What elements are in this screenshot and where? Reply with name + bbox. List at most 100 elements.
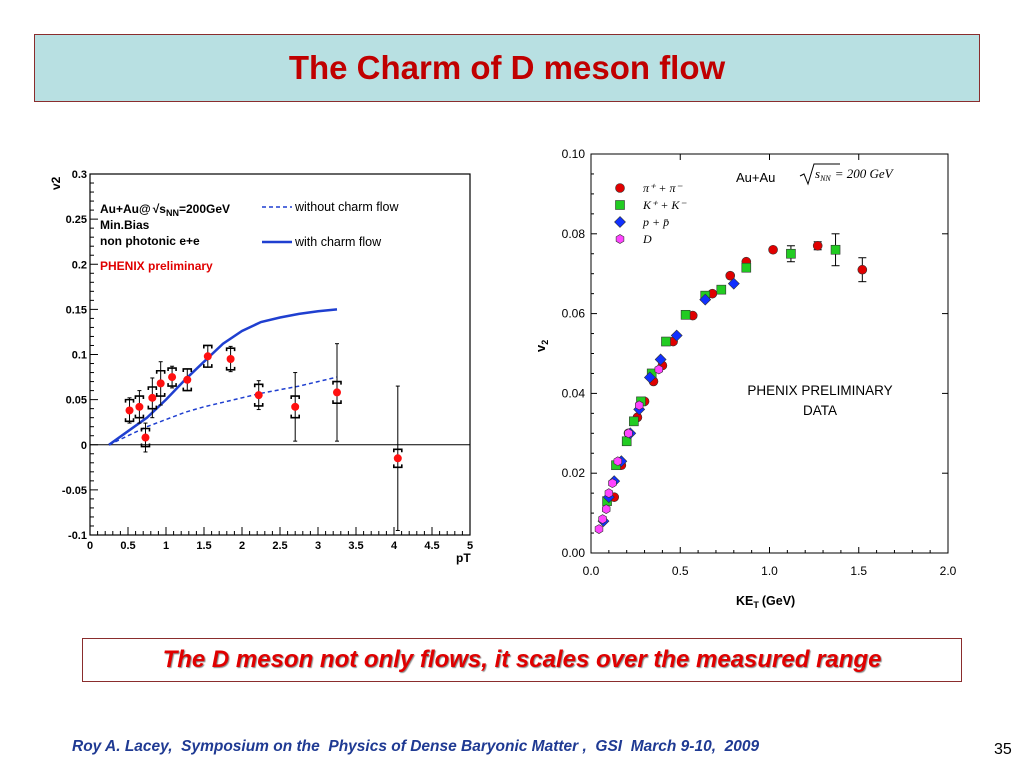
sys-error-bracket xyxy=(332,380,342,405)
left-chart: 0 0.5 1 1.5 2 2.5 3 3.5 4 4.5 5 -0.1 -0.05 0 0.05 0.1 0.… xyxy=(49,169,473,565)
right-data-point xyxy=(635,400,644,411)
marker-square xyxy=(629,416,639,427)
right-annotation-energy-val: = 200 GeV xyxy=(835,166,895,181)
data-marker xyxy=(393,454,402,463)
sys-error-bracket xyxy=(290,395,300,419)
marker-diamond xyxy=(670,329,683,342)
title-box: The Charm of D meson flow xyxy=(34,34,980,102)
marker-hexagon xyxy=(594,524,604,534)
left-ytick-label: 0.2 xyxy=(72,259,87,271)
marker-circle xyxy=(725,270,736,281)
left-xtick-label: 3 xyxy=(315,540,321,552)
right-data-point xyxy=(654,353,667,366)
legend-label: D xyxy=(642,232,652,246)
left-xtick-label: 4.5 xyxy=(424,540,439,552)
sys-error-bracket xyxy=(167,367,177,387)
left-data-point xyxy=(167,365,177,389)
marker-hexagon xyxy=(654,364,663,375)
right-ytick-label: 0.02 xyxy=(562,466,586,480)
right-xlabel-sub: T xyxy=(753,600,759,610)
marker-square xyxy=(680,309,691,320)
right-data-point xyxy=(725,270,736,281)
left-data-point xyxy=(332,343,342,442)
left-annotation-electrons-a: non photonic e xyxy=(100,234,186,248)
marker-hexagon xyxy=(604,488,613,498)
right-ytick-label: 0.08 xyxy=(562,227,586,241)
data-marker xyxy=(333,388,341,397)
right-data-point xyxy=(727,277,740,290)
right-annotation-prelim-1: PHENIX PRELIMINARY xyxy=(747,383,892,398)
right-data-point xyxy=(608,478,617,489)
right-annotation-energy-sub: NN xyxy=(819,174,831,183)
series-diamond xyxy=(597,277,740,528)
right-data-point xyxy=(661,336,671,347)
right-data-point xyxy=(786,245,796,263)
left-data-point xyxy=(225,345,236,373)
right-data-point xyxy=(598,514,607,524)
data-marker xyxy=(148,393,157,402)
marker-hexagon xyxy=(613,456,622,467)
left-data-point xyxy=(182,368,193,392)
left-xtick-label: 2.5 xyxy=(272,540,287,552)
right-annotation-energy-s: s xyxy=(815,166,820,181)
footer-citation: Roy A. Lacey, Symposium on the Physics o… xyxy=(72,738,760,755)
right-ylabel-main: v xyxy=(533,344,548,352)
left-xtick-label: 1 xyxy=(163,540,169,552)
right-xtick-label: 1.5 xyxy=(850,564,867,578)
right-xtick-label: 2.0 xyxy=(940,564,957,578)
marker-square xyxy=(661,336,671,347)
sys-error-bracket xyxy=(147,386,158,410)
marker-hexagon xyxy=(615,234,625,244)
legend-label: p + p̄ xyxy=(642,215,669,229)
right-data-point xyxy=(857,257,868,283)
marker-square xyxy=(615,200,625,210)
left-xlabel: pT xyxy=(456,551,471,565)
data-marker xyxy=(168,373,177,382)
right-data-point xyxy=(670,329,683,342)
data-marker xyxy=(203,352,212,361)
right-xtick-label: 0.0 xyxy=(583,564,600,578)
with-charm-flow-line xyxy=(108,308,338,446)
left-data-point xyxy=(155,361,166,406)
left-ytick-label: -0.05 xyxy=(62,485,87,497)
data-marker xyxy=(141,433,150,442)
sys-error-bracket xyxy=(124,398,135,423)
right-xtick-label: 1.0 xyxy=(761,564,778,578)
marker-hexagon xyxy=(635,400,644,411)
legend-entry: K⁺ + K⁻ xyxy=(615,198,687,212)
right-tick-labels: 0.0 0.5 1.0 1.5 2.0 0.00 0.02 0.04 0.06 0.08 0.10 xyxy=(562,147,957,578)
right-ylabel: v2 xyxy=(533,340,550,352)
sys-error-bracket xyxy=(203,344,213,368)
right-data-point xyxy=(629,416,639,427)
right-ytick-label: 0.06 xyxy=(562,307,586,321)
left-xtick-label: 2 xyxy=(239,540,245,552)
left-annotation-system-a: Au+Au@ xyxy=(100,202,151,216)
data-marker xyxy=(135,402,144,411)
right-data-point xyxy=(741,262,752,273)
right-ytick-label: 0.00 xyxy=(562,546,586,560)
marker-hexagon xyxy=(624,428,633,439)
left-annotation-phenix: PHENIX preliminary xyxy=(100,259,213,273)
right-chart: 0.0 0.5 1.0 1.5 2.00.000.020.040.060.080.10 … xyxy=(533,147,957,610)
left-data-point xyxy=(124,397,135,424)
left-xtick-label: 1.5 xyxy=(196,540,211,552)
left-data-points xyxy=(124,343,403,531)
right-annotation-system: Au+Au xyxy=(736,170,775,185)
left-data-point xyxy=(134,390,145,424)
right-data-point xyxy=(830,233,841,267)
series-square xyxy=(602,233,841,506)
right-annotation-energy: sNN = 200 GeV xyxy=(815,166,895,183)
left-ytick-label: -0.1 xyxy=(68,530,87,542)
left-data-point xyxy=(290,372,300,442)
without-charm-flow-line xyxy=(108,376,338,446)
left-ytick-label: 0 xyxy=(81,440,87,452)
right-data-point xyxy=(768,244,778,255)
left-xtick-label: 4 xyxy=(391,540,398,552)
marker-hexagon xyxy=(608,478,617,489)
slide-title: The Charm of D meson flow xyxy=(288,49,726,86)
marker-diamond xyxy=(614,216,626,228)
legend-label: π⁺ + π⁻ xyxy=(643,181,683,195)
left-ytick-label: 0.25 xyxy=(66,214,87,226)
right-ylabel-sub: 2 xyxy=(540,340,550,345)
marker-diamond xyxy=(643,371,656,384)
